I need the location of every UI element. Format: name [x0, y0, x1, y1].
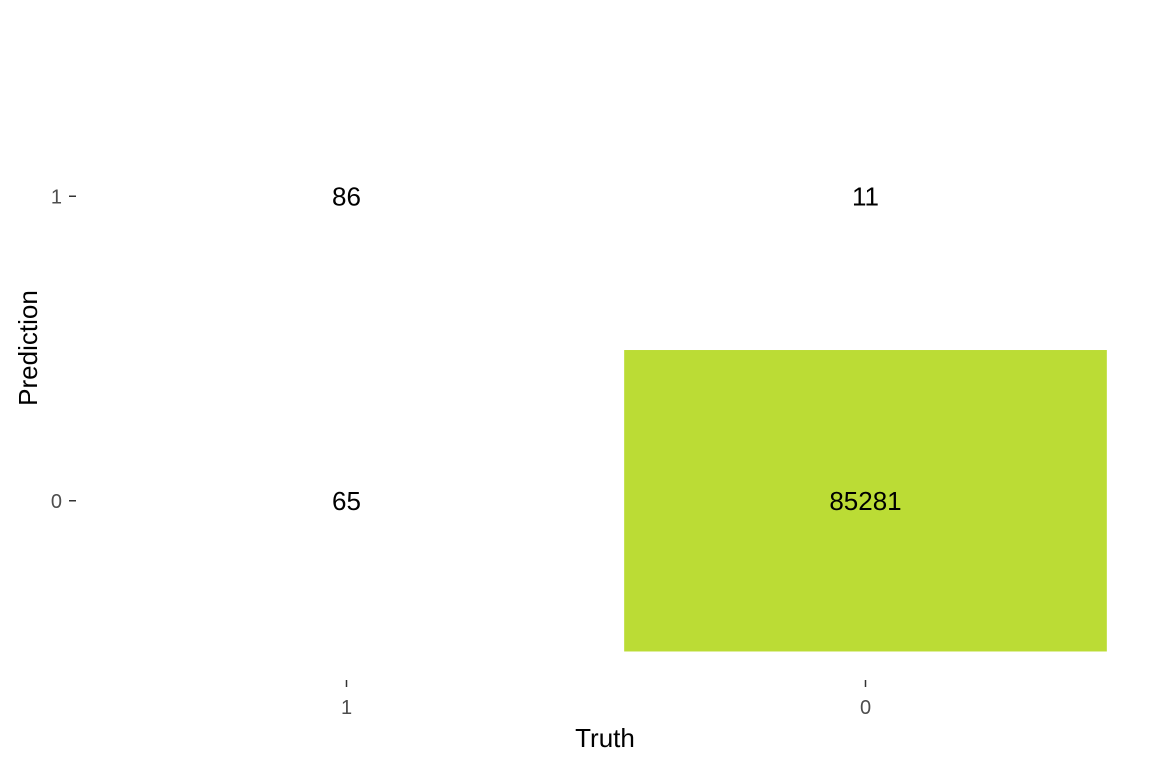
cell-value-label: 85281 [829, 486, 901, 516]
cell-value-label: 65 [332, 486, 361, 516]
y-axis-title: Prediction [13, 290, 43, 406]
y-axis-tick-label: 0 [51, 491, 62, 513]
cell-labels-layer: 86 11 65 85281 [332, 181, 902, 516]
x-axis-tick-label: 1 [341, 697, 352, 719]
y-axis: 10 [51, 186, 76, 513]
heatmap-cell-truth-1-pred-0 [105, 350, 588, 652]
cell-value-label: 86 [332, 181, 361, 211]
cell-value-label: 11 [852, 181, 879, 211]
cells-layer [105, 45, 1107, 652]
x-axis-tick-label: 0 [860, 697, 871, 719]
x-axis-title: Truth [575, 723, 635, 753]
heatmap-cell-truth-0-pred-1 [624, 45, 1107, 347]
y-axis-tick-label: 1 [51, 186, 62, 208]
heatmap-cell-truth-1-pred-1 [105, 45, 588, 347]
heatmap-cell-truth-0-pred-0 [624, 350, 1107, 652]
